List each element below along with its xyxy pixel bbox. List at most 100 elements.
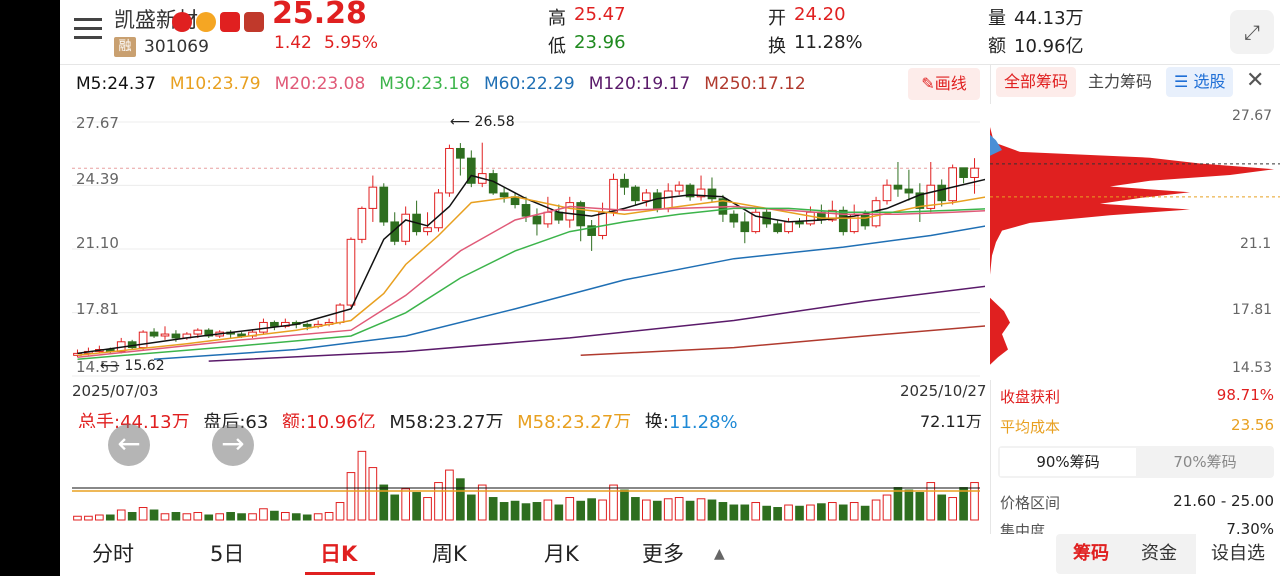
volume-bar — [784, 504, 793, 521]
candle — [882, 184, 892, 202]
turnover-label: 换 — [768, 36, 786, 57]
fullscreen-button[interactable]: ⤢ — [1230, 10, 1274, 54]
volume-bar — [893, 487, 903, 521]
volume-bar — [456, 478, 465, 521]
prev-arrow-button[interactable]: ← — [108, 424, 150, 466]
volume-bar — [237, 513, 246, 521]
volume-bar — [357, 450, 367, 521]
candle — [948, 167, 957, 202]
add-favorite-button[interactable]: 设自选 — [1196, 534, 1280, 574]
select-stock-button[interactable]: ☰ 选股 — [1166, 67, 1234, 97]
news-icon[interactable] — [244, 12, 264, 32]
chart-bg — [70, 104, 985, 404]
candle — [642, 192, 651, 202]
ma-legend-item: M30:23.18 — [379, 74, 470, 94]
tab-all-chips[interactable]: 全部筹码 — [996, 67, 1077, 97]
volume-bar — [368, 467, 378, 521]
volume-bar — [827, 502, 837, 521]
list-icon: ☰ — [1174, 72, 1194, 91]
weibo-icon[interactable] — [196, 12, 216, 32]
volume-bar — [138, 507, 148, 521]
volume-bar — [817, 503, 826, 521]
axis-label-4: 17.81 — [76, 300, 119, 318]
candle — [368, 186, 378, 209]
candle — [685, 184, 695, 198]
close-icon[interactable]: ✕ — [1246, 68, 1265, 93]
funds-button[interactable]: 资金 — [1141, 543, 1177, 564]
volume-bar — [521, 503, 531, 521]
tab-main-chips[interactable]: 主力筹码 — [1088, 72, 1153, 91]
tab-intraday[interactable]: 分时 — [92, 542, 134, 566]
candle — [598, 211, 607, 236]
concentration-row: 集中度 7.30% — [1000, 520, 1280, 534]
vol-m58a: M58:23.27万 — [389, 412, 504, 433]
volume-bar — [773, 507, 782, 521]
date-start: 2025/07/03 — [72, 382, 159, 400]
tab-weekly-k[interactable]: 周K — [432, 542, 467, 566]
volume-bar — [127, 512, 137, 521]
chips-button[interactable]: 筹码 — [1073, 543, 1109, 564]
chip-axis-low: 17.81 — [1232, 302, 1273, 318]
tab-5day[interactable]: 5日 — [210, 542, 245, 566]
chip90-button[interactable]: 90%筹码 — [1000, 448, 1136, 476]
volume-bar — [434, 482, 443, 521]
draw-line-label: 画线 — [934, 74, 967, 93]
volume-bar — [532, 502, 542, 521]
candle — [521, 204, 531, 217]
candle — [729, 213, 739, 223]
volume-bar — [149, 509, 159, 521]
ma-line-m120 — [208, 285, 985, 362]
ma-legend-item: M120:19.17 — [588, 74, 691, 94]
vol-total: 总手:44.13万 — [78, 412, 190, 433]
menu-icon[interactable] — [74, 18, 102, 42]
candle — [915, 192, 925, 209]
volume-bar — [73, 515, 82, 521]
draw-line-button[interactable]: ✎画线 — [908, 68, 980, 100]
social-icons[interactable] — [172, 12, 264, 34]
candle — [466, 157, 476, 184]
volume-bar — [510, 500, 520, 521]
volume-bar — [674, 497, 684, 521]
candle — [784, 221, 793, 233]
volume-bar — [795, 505, 804, 521]
chip-profile-low — [990, 297, 1010, 365]
chip-axis-mid: 21.1 — [1240, 236, 1272, 252]
tab-daily-k[interactable]: 日K — [320, 542, 358, 566]
volume-chart[interactable] — [70, 428, 985, 522]
candle — [937, 184, 947, 202]
volume-bar — [193, 512, 203, 521]
caret-up-icon[interactable]: ▲ — [714, 546, 725, 562]
chip-bg — [990, 104, 1280, 380]
candle — [959, 167, 968, 178]
chip-distribution-chart — [990, 104, 1280, 380]
volume-bar — [543, 499, 553, 521]
amount-value: 10.96亿 — [1014, 36, 1084, 57]
candle — [335, 304, 345, 323]
volume-bar — [499, 502, 509, 521]
concentration-value: 7.30% — [1226, 520, 1274, 534]
volume-bar — [302, 514, 312, 521]
period-tabs: 分时 5日 日K 周K 月K 更多 ▲ — [60, 530, 1050, 576]
candlestick-chart[interactable] — [70, 104, 985, 404]
volume-bar — [729, 504, 739, 521]
tab-monthly-k[interactable]: 月K — [544, 542, 579, 566]
range-label: 价格区间 — [1000, 494, 1061, 512]
tab-more[interactable]: 更多 — [642, 542, 684, 566]
volume-bar — [248, 513, 257, 521]
chip70-button[interactable]: 70%筹码 — [1173, 453, 1237, 471]
candle — [674, 184, 684, 192]
volume-bar — [838, 504, 848, 521]
volume-bar — [171, 512, 181, 521]
ma-line-m5 — [77, 174, 985, 355]
volume-bar — [806, 504, 815, 521]
volume-bar — [762, 505, 772, 521]
volume-bar — [445, 469, 454, 521]
app-icon-1[interactable] — [172, 12, 192, 32]
candle — [663, 190, 673, 209]
volume-legend: 总手:44.13万 盘后:63 额:10.96亿 M58:23.27万 M58:… — [78, 408, 738, 434]
header-divider — [60, 64, 1280, 65]
candle — [379, 186, 389, 223]
candle — [357, 207, 367, 240]
next-arrow-button[interactable]: → — [212, 424, 254, 466]
video-icon[interactable] — [220, 12, 240, 32]
